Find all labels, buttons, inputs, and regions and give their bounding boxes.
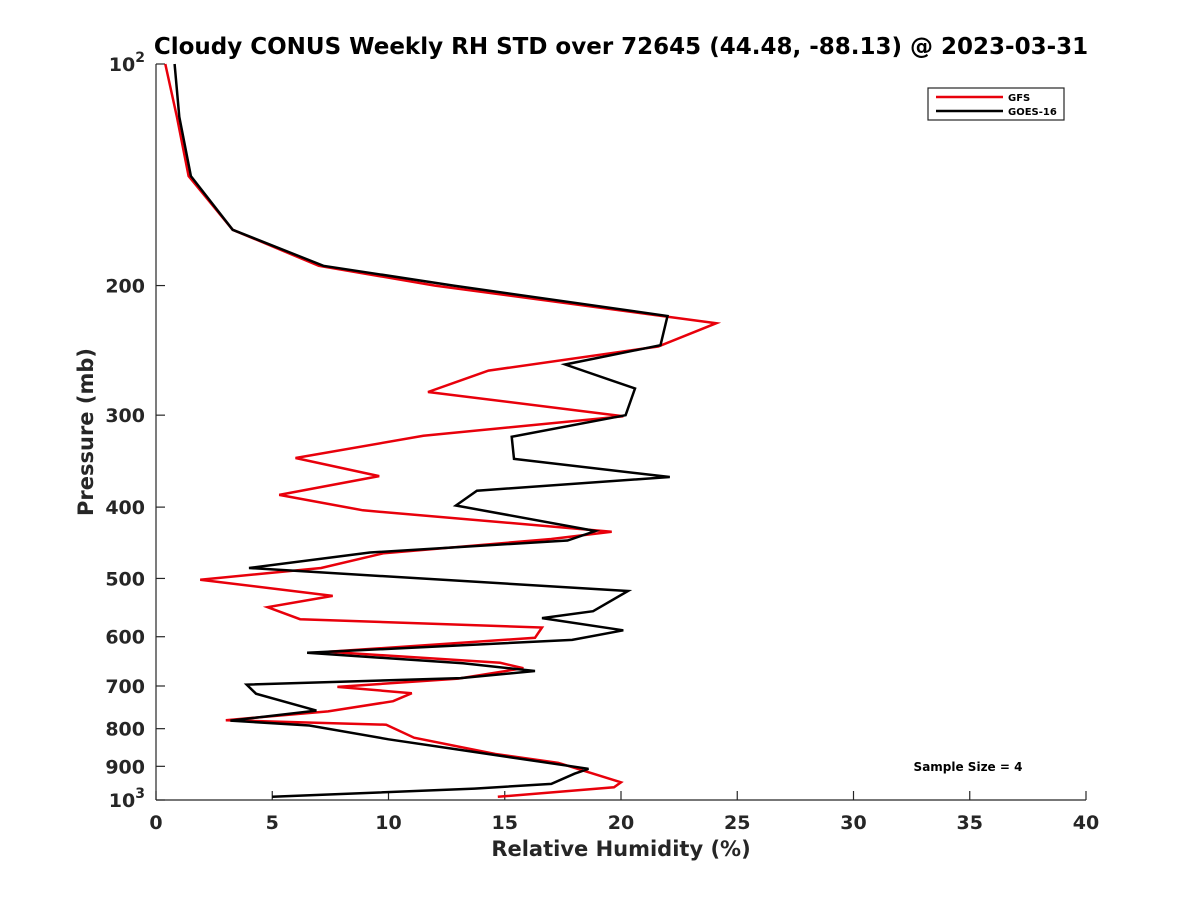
x-tick-label: 15 xyxy=(492,812,518,834)
y-tick-label: 500 xyxy=(105,568,145,590)
y-tick-label: 900 xyxy=(105,756,145,778)
y-tick-label: 300 xyxy=(105,405,145,427)
y-tick-label: 400 xyxy=(105,497,145,519)
x-tick-label: 10 xyxy=(375,812,401,834)
y-axis-label: Pressure (mb) xyxy=(74,348,98,516)
x-tick-label: 35 xyxy=(957,812,983,834)
x-tick-label: 25 xyxy=(724,812,750,834)
y-tick-label: 102 xyxy=(109,50,145,76)
series-layer xyxy=(164,63,722,799)
legend-box xyxy=(927,87,1065,121)
x-tick-label: 0 xyxy=(149,812,162,834)
y-tick-exponent: 3 xyxy=(135,786,145,802)
legend-label-gfs: GFS xyxy=(1008,93,1030,104)
y-tick-label: 600 xyxy=(105,627,145,649)
chart-title: Cloudy CONUS Weekly RH STD over 72645 (4… xyxy=(154,34,1088,60)
x-axis-label: Relative Humidity (%) xyxy=(491,837,750,861)
plot-area: 0 5 10 15 20 25 30 35 40 10220030040050060070080… xyxy=(105,50,1099,834)
x-tick-label: 30 xyxy=(840,812,866,834)
x-tick-label: 20 xyxy=(608,812,634,834)
y-tick-base: 10 xyxy=(109,790,135,812)
y-tick-base: 10 xyxy=(109,54,135,76)
y-tick-label: 103 xyxy=(109,786,145,812)
y-tick-exponent: 2 xyxy=(135,50,145,66)
sample-size-annotation: Sample Size = 4 xyxy=(914,760,1023,774)
legend: GFS GOES-16 xyxy=(927,87,1065,121)
x-tick-label: 5 xyxy=(266,812,279,834)
x-tick-label: 40 xyxy=(1073,812,1099,834)
y-tick-label: 200 xyxy=(105,276,145,298)
series-line-goes-16 xyxy=(173,63,670,799)
x-ticks: 0 5 10 15 20 25 30 35 40 xyxy=(149,791,1099,834)
y-tick-label: 800 xyxy=(105,719,145,741)
legend-label-goes-16: GOES-16 xyxy=(1008,107,1057,118)
y-tick-label: 700 xyxy=(105,676,145,698)
